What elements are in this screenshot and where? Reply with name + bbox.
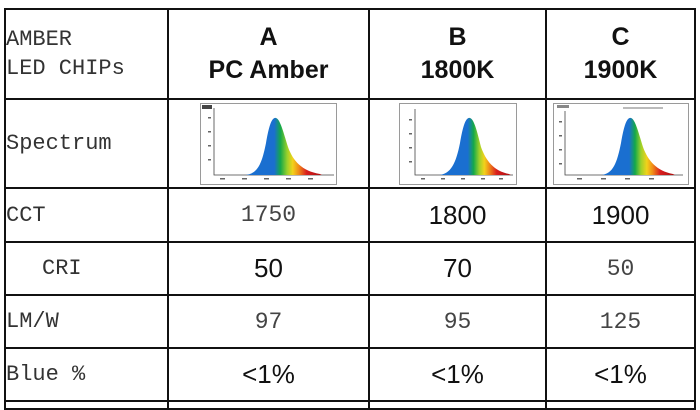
lmw-row: LM/W 97 95 125: [4, 294, 696, 349]
spectrum-row: Spectrum: [4, 98, 696, 189]
blue-percent-value-a: <1%: [167, 347, 370, 402]
cropped-cell: [4, 400, 169, 410]
column-c-letter: C: [611, 23, 630, 51]
spectrum-cell-b: [368, 98, 547, 189]
column-b-header: B 1800K: [368, 8, 547, 100]
row-label-spectrum: Spectrum: [4, 98, 169, 189]
spectrum-graph-c: [552, 102, 689, 185]
cct-value-b: 1800: [368, 187, 547, 243]
row-label-cri: CRI: [4, 241, 169, 296]
lmw-value-c: 125: [545, 294, 696, 349]
corner-label-line2: LED CHIPs: [6, 56, 125, 81]
spectrum-cell-a: [167, 98, 370, 189]
cri-value-b: 70: [368, 241, 547, 296]
cropped-row: [4, 400, 696, 410]
column-c-name: 1900K: [583, 56, 658, 84]
lmw-value-b: 95: [368, 294, 547, 349]
column-c-header: C 1900K: [545, 8, 696, 100]
column-a-letter: A: [259, 23, 278, 51]
blue-percent-value-c: <1%: [545, 347, 696, 402]
corner-label-cell: AMBER LED CHIPs: [4, 8, 169, 100]
spectrum-graph-a: [200, 102, 337, 185]
lmw-value-a: 97: [167, 294, 370, 349]
column-b-name: 1800K: [420, 56, 495, 84]
column-a-name: PC Amber: [208, 56, 329, 84]
spectrum-graph-b: [398, 102, 517, 185]
cri-value-a: 50: [167, 241, 370, 296]
cct-value-c: 1900: [545, 187, 696, 243]
cropped-cell: [167, 400, 370, 410]
column-a-header: A PC Amber: [167, 8, 370, 100]
column-b-letter: B: [448, 23, 467, 51]
cct-value-a: 1750: [167, 187, 370, 243]
cropped-cell: [545, 400, 696, 410]
blue-percent-value-b: <1%: [368, 347, 547, 402]
corner-label-line1: AMBER: [6, 27, 73, 52]
cri-row: CRI 50 70 50: [4, 241, 696, 296]
led-chip-comparison-table: AMBER LED CHIPs A PC Amber B 1800K C 190…: [4, 8, 696, 410]
cct-row: CCT 1750 1800 1900: [4, 187, 696, 243]
cri-value-c: 50: [545, 241, 696, 296]
header-row: AMBER LED CHIPs A PC Amber B 1800K C 190…: [4, 8, 696, 100]
spectrum-cell-c: [545, 98, 696, 189]
blue-percent-row: Blue % <1% <1% <1%: [4, 347, 696, 402]
row-label-lmw: LM/W: [4, 294, 169, 349]
cropped-cell: [368, 400, 547, 410]
row-label-blue-percent: Blue %: [4, 347, 169, 402]
row-label-cct: CCT: [4, 187, 169, 243]
